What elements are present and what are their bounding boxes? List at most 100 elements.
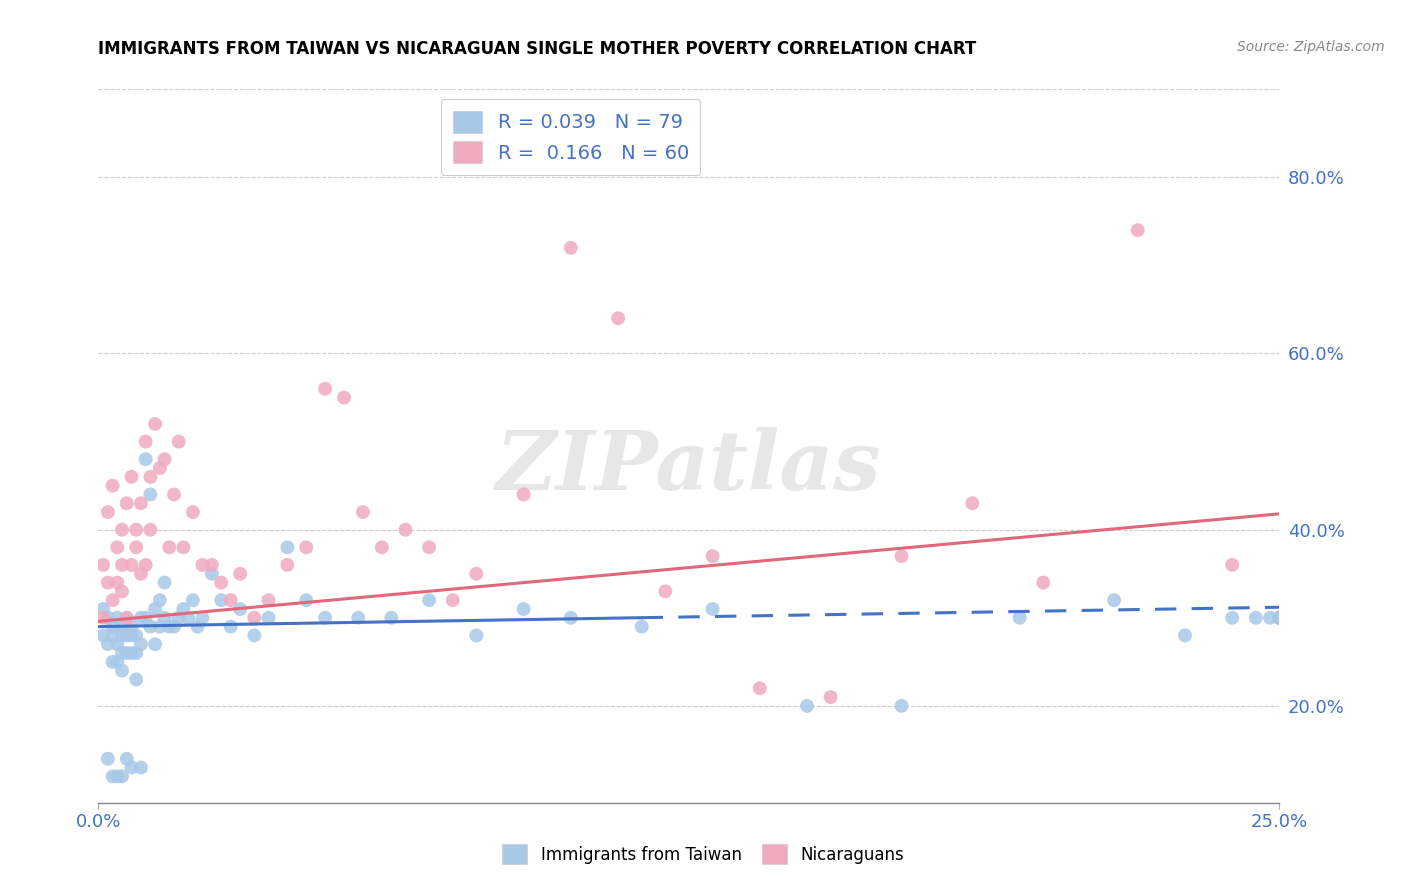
Point — [111, 664, 134, 678]
Point — [91, 602, 114, 616]
Point — [149, 593, 172, 607]
Point — [394, 523, 416, 537]
Point — [1174, 628, 1197, 642]
Point — [129, 760, 152, 774]
Text: ZIPatlas: ZIPatlas — [496, 427, 882, 508]
Point — [97, 505, 120, 519]
Point — [243, 628, 266, 642]
Point — [139, 487, 162, 501]
Point — [796, 698, 818, 713]
Point — [105, 655, 128, 669]
Point — [890, 698, 912, 713]
Point — [191, 611, 214, 625]
Point — [143, 637, 166, 651]
Point — [139, 523, 162, 537]
Point — [125, 541, 148, 555]
Point — [607, 311, 630, 326]
Point — [135, 452, 157, 467]
Point — [101, 769, 124, 783]
Point — [352, 505, 374, 519]
Point — [820, 690, 842, 704]
Point — [314, 382, 336, 396]
Point — [333, 391, 356, 405]
Point — [115, 628, 138, 642]
Point — [105, 611, 128, 625]
Point — [139, 619, 162, 633]
Point — [1032, 575, 1054, 590]
Point — [181, 593, 204, 607]
Point — [209, 593, 232, 607]
Point — [105, 637, 128, 651]
Point — [101, 655, 124, 669]
Point — [748, 681, 770, 696]
Point — [91, 628, 114, 642]
Point — [441, 593, 464, 607]
Point — [135, 558, 157, 572]
Point — [111, 769, 134, 783]
Point — [105, 541, 128, 555]
Point — [962, 496, 984, 510]
Point — [91, 558, 114, 572]
Point — [219, 593, 242, 607]
Point — [418, 593, 440, 607]
Point — [125, 523, 148, 537]
Point — [153, 452, 176, 467]
Point — [702, 549, 724, 563]
Point — [163, 619, 186, 633]
Point — [125, 673, 148, 687]
Point — [890, 549, 912, 563]
Point — [1268, 611, 1291, 625]
Point — [115, 646, 138, 660]
Point — [101, 478, 124, 492]
Point — [111, 523, 134, 537]
Point — [371, 541, 394, 555]
Point — [1268, 611, 1291, 625]
Point — [163, 487, 186, 501]
Point — [560, 241, 582, 255]
Point — [101, 593, 124, 607]
Point — [135, 611, 157, 625]
Point — [209, 575, 232, 590]
Point — [347, 611, 370, 625]
Point — [143, 417, 166, 431]
Point — [177, 611, 200, 625]
Point — [191, 558, 214, 572]
Point — [115, 496, 138, 510]
Point — [243, 611, 266, 625]
Point — [91, 611, 114, 625]
Point — [1244, 611, 1267, 625]
Point — [276, 541, 298, 555]
Text: IMMIGRANTS FROM TAIWAN VS NICARAGUAN SINGLE MOTHER POVERTY CORRELATION CHART: IMMIGRANTS FROM TAIWAN VS NICARAGUAN SIN… — [98, 40, 977, 58]
Point — [418, 541, 440, 555]
Point — [380, 611, 402, 625]
Point — [181, 505, 204, 519]
Point — [1008, 611, 1031, 625]
Point — [101, 628, 124, 642]
Point — [229, 602, 252, 616]
Point — [172, 541, 194, 555]
Point — [149, 619, 172, 633]
Point — [149, 461, 172, 475]
Point — [654, 584, 676, 599]
Point — [97, 752, 120, 766]
Point — [276, 558, 298, 572]
Point — [157, 541, 180, 555]
Legend: R = 0.039   N = 79, R =  0.166   N = 60: R = 0.039 N = 79, R = 0.166 N = 60 — [441, 99, 700, 175]
Text: Source: ZipAtlas.com: Source: ZipAtlas.com — [1237, 40, 1385, 54]
Point — [129, 611, 152, 625]
Point — [121, 628, 143, 642]
Point — [97, 575, 120, 590]
Point — [121, 470, 143, 484]
Point — [97, 611, 120, 625]
Point — [257, 593, 280, 607]
Point — [1102, 593, 1125, 607]
Point — [111, 558, 134, 572]
Point — [229, 566, 252, 581]
Point — [129, 637, 152, 651]
Point — [702, 602, 724, 616]
Point — [139, 470, 162, 484]
Point — [111, 584, 134, 599]
Point — [121, 760, 143, 774]
Point — [129, 496, 152, 510]
Point — [257, 611, 280, 625]
